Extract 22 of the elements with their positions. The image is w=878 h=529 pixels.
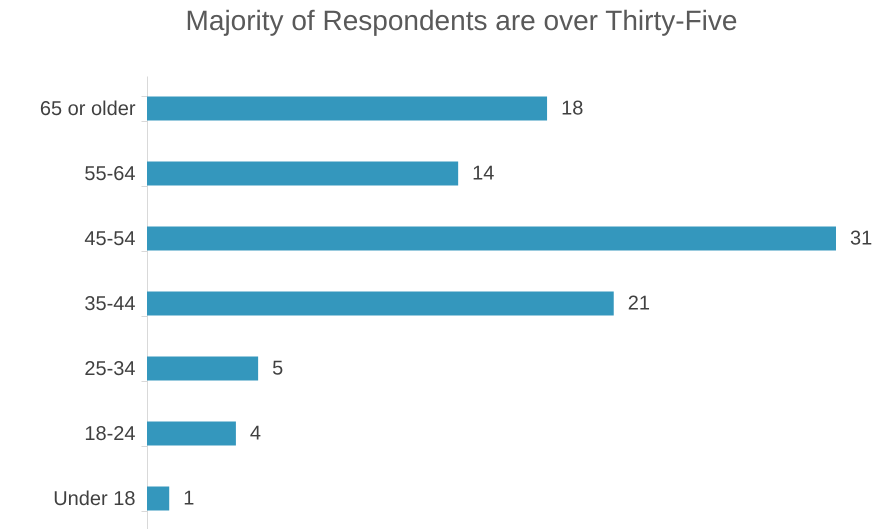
data-label: 21 xyxy=(628,292,650,314)
data-label: 14 xyxy=(472,162,494,184)
y-tick-label: 45-54 xyxy=(84,228,136,250)
y-tick-label: 25-34 xyxy=(84,358,136,380)
bar xyxy=(147,161,458,186)
bar xyxy=(147,226,836,251)
y-tick-label: 35-44 xyxy=(84,293,136,315)
bar xyxy=(147,96,548,121)
data-label: 1 xyxy=(183,488,194,510)
y-tick-label: 65 or older xyxy=(40,98,136,120)
bar xyxy=(147,291,614,316)
y-tick-label: 55-64 xyxy=(84,163,136,185)
bar xyxy=(147,421,236,446)
y-tick-label: 18-24 xyxy=(84,423,136,445)
data-label: 18 xyxy=(561,98,584,120)
data-label: 4 xyxy=(250,422,262,444)
bar xyxy=(147,356,258,381)
bar xyxy=(147,486,170,511)
data-label: 31 xyxy=(850,228,872,250)
chart-title: Majority of Respondents are over Thirty-Five xyxy=(186,5,738,36)
data-label: 5 xyxy=(272,358,284,380)
y-tick-label: Under 18 xyxy=(53,488,136,510)
